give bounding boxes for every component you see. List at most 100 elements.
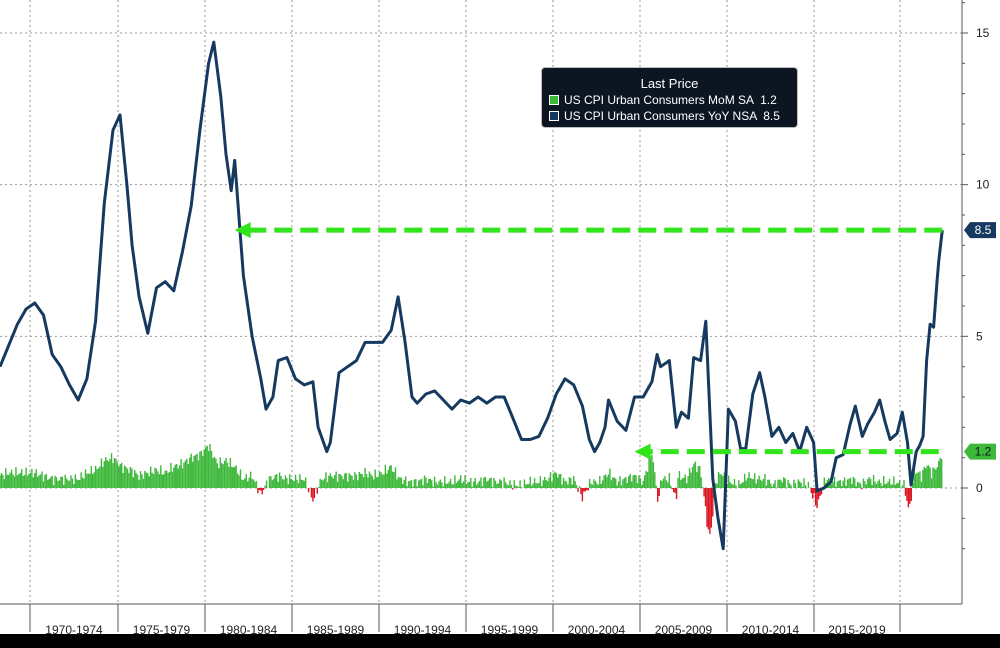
mom-bar (519, 480, 521, 488)
mom-bar (0, 475, 1, 488)
mom-bar (629, 473, 631, 488)
mom-bar (735, 485, 737, 488)
mom-bar (630, 481, 633, 488)
mom-bar (477, 482, 479, 488)
mom-bar (32, 477, 35, 488)
mom-bar (739, 484, 742, 488)
mom-bar (762, 479, 765, 488)
mom-bar (417, 480, 420, 488)
legend-title: Last Price (640, 76, 699, 91)
mom-bar (714, 483, 717, 488)
mom-bar (709, 488, 711, 534)
mom-bar (761, 480, 763, 488)
mom-bar (167, 472, 169, 488)
mom-bar (483, 477, 485, 488)
x-tick-label: 2005-2009 (655, 623, 713, 637)
mom-bar (552, 473, 555, 488)
mom-bar (874, 481, 876, 488)
mom-bar (743, 473, 746, 488)
mom-bar (28, 473, 30, 488)
mom-bar (664, 476, 666, 488)
mom-bar (459, 475, 462, 488)
mom-bar (528, 484, 530, 488)
mom-bar (18, 474, 20, 488)
mom-bar (932, 467, 934, 488)
mom-bar (917, 472, 920, 488)
mom-bar (77, 480, 79, 488)
mom-bar (261, 488, 263, 495)
mom-bar (533, 478, 536, 488)
mom-bar (238, 475, 240, 488)
mom-bar (303, 480, 305, 488)
mom-bar (445, 483, 447, 488)
mom-bar (390, 465, 392, 488)
mom-bar (12, 474, 14, 488)
mom-bar (268, 476, 271, 488)
mom-bar (897, 482, 899, 488)
legend-label-yoy: US CPI Urban Consumers YoY NSA (564, 109, 758, 123)
mom-bar (113, 458, 116, 488)
mom-bar (374, 469, 376, 488)
mom-bar (29, 472, 32, 488)
mom-bar (57, 480, 59, 488)
legend-label-mom: US CPI Urban Consumers MoM SA (564, 93, 755, 107)
mom-bar (722, 475, 724, 488)
legend-swatch-yoy (549, 111, 559, 121)
mom-bar (649, 456, 652, 488)
mom-bar (697, 466, 699, 488)
mom-bar (800, 482, 802, 488)
mom-bar (252, 479, 255, 488)
mom-bar (690, 472, 692, 488)
mom-bar (177, 468, 179, 488)
mom-bar (474, 477, 476, 488)
mom-bar (183, 462, 185, 488)
mom-bar (546, 481, 549, 488)
mom-bar (242, 479, 245, 488)
mom-bar (878, 479, 881, 488)
mom-bar (623, 478, 626, 488)
mom-bar (13, 476, 16, 488)
mom-bar (473, 481, 475, 488)
mom-bar (906, 488, 908, 501)
mom-bar (413, 479, 416, 488)
mom-bar (610, 480, 613, 488)
mom-bar (677, 477, 679, 488)
mom-bar (901, 485, 904, 488)
mom-bar (331, 476, 333, 488)
mom-bar (187, 464, 190, 488)
mom-bar (638, 475, 640, 488)
mom-bar (588, 478, 591, 488)
mom-bar (506, 484, 508, 488)
y-tick-label: 15 (976, 26, 990, 40)
y-tick-label: 0 (976, 481, 983, 495)
arrow-annotations (234, 222, 943, 460)
mom-bar (50, 477, 52, 488)
mom-bar (938, 460, 940, 488)
mom-bar (442, 486, 445, 488)
mom-bar (262, 488, 265, 490)
mom-bar (235, 465, 237, 488)
mom-bar (389, 465, 391, 488)
mom-bar (507, 485, 510, 488)
mom-bar (128, 472, 130, 488)
mom-bar (223, 460, 226, 488)
mom-bar (90, 466, 92, 488)
mom-bar (233, 466, 236, 488)
mom-bar (94, 465, 97, 488)
mom-bar (465, 483, 468, 488)
mom-bar (913, 468, 915, 488)
mom-bar (573, 475, 575, 488)
mom-bar (665, 480, 668, 488)
mom-bar (171, 471, 174, 488)
mom-bar (236, 473, 239, 488)
mom-bar (554, 471, 556, 488)
mom-bar (794, 482, 797, 488)
mom-bar (855, 486, 857, 488)
mom-bar (914, 473, 917, 488)
value-label-0: 8.5 (975, 223, 992, 237)
mom-bar (160, 465, 162, 488)
mom-bar (270, 476, 272, 488)
mom-bar (799, 481, 801, 488)
mom-bar (861, 488, 863, 490)
mom-bar (570, 478, 572, 488)
